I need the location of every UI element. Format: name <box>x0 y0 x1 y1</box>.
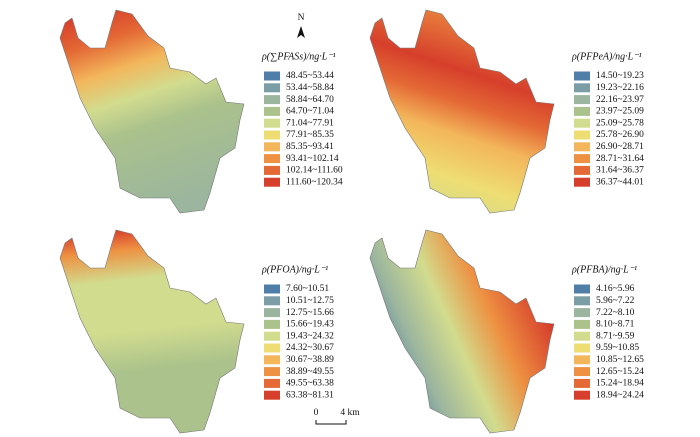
legend-swatch <box>574 390 590 400</box>
legend-label: 111.60~120.34 <box>286 177 343 187</box>
legend-swatch <box>264 106 280 116</box>
legend-swatch <box>264 130 280 140</box>
legend-swatch <box>264 308 280 318</box>
legend-swatch <box>574 308 590 318</box>
legend-label: 7.22~8.10 <box>596 308 635 318</box>
legend-swatch <box>264 177 280 187</box>
legend-label: 30.67~38.89 <box>286 355 334 365</box>
legend-label: 38.89~49.55 <box>286 367 334 377</box>
legend-label: 14.50~19.23 <box>596 71 644 81</box>
legend-label: 10.85~12.65 <box>596 355 644 365</box>
legend-swatch <box>264 118 280 128</box>
scale-end: 4 km <box>340 408 360 418</box>
legend-swatch <box>264 95 280 105</box>
legend-swatch <box>264 142 280 152</box>
legend-label: 26.90~28.71 <box>596 142 644 152</box>
legend-label: 15.66~19.43 <box>286 320 334 330</box>
legend-swatch <box>264 154 280 164</box>
map-panel <box>59 9 245 214</box>
legend-swatch <box>574 142 590 152</box>
legend-label: 25.09~25.78 <box>596 118 644 128</box>
legend-title: ρ(PFOA)/ng·L⁻¹ <box>261 264 328 275</box>
legend-swatch <box>264 355 280 365</box>
legend-label: 58.84~64.70 <box>286 95 334 105</box>
legend-label: 18.94~24.24 <box>596 390 644 400</box>
legend-swatch <box>574 71 590 81</box>
study-area <box>369 9 555 214</box>
legend-label: 5.96~7.22 <box>596 296 635 306</box>
legend-swatch <box>574 95 590 105</box>
legend-title: ρ(PFPeA)/ng·L⁻¹ <box>571 51 641 62</box>
legend-label: 63.38~81.31 <box>286 390 334 400</box>
legend-label: 24.32~30.67 <box>286 343 334 353</box>
legend-swatch <box>264 71 280 81</box>
legend-swatch <box>574 177 590 187</box>
legend-swatch <box>574 284 590 294</box>
legend-label: 8.71~9.59 <box>596 331 635 341</box>
legend-label: 9.59~10.85 <box>596 343 639 353</box>
legend-label: 102.14~111.60 <box>286 166 343 176</box>
map-panel <box>369 9 555 214</box>
legend-label: 77.91~85.35 <box>286 130 334 140</box>
study-area <box>59 229 245 434</box>
legend-title: ρ(PFBA)/ng·L⁻¹ <box>571 264 637 275</box>
legend-swatch <box>574 83 590 93</box>
legend-swatch <box>574 355 590 365</box>
map-panel <box>369 229 555 434</box>
map-panel <box>59 229 245 434</box>
north-arrow: N <box>297 13 305 38</box>
study-area <box>59 9 245 214</box>
scale-start: 0 <box>314 408 319 418</box>
legend-label: 49.55~63.38 <box>286 379 334 389</box>
legend-label: 53.44~58.84 <box>286 83 334 93</box>
legend-label: 64.70~71.04 <box>286 107 334 117</box>
legend-swatch <box>264 319 280 329</box>
study-area <box>369 229 555 434</box>
legend-swatch <box>264 83 280 93</box>
legend-swatch <box>264 296 280 306</box>
legend-swatch <box>264 284 280 294</box>
legend-label: 12.65~15.24 <box>596 367 644 377</box>
legend-label: 19.23~22.16 <box>596 83 644 93</box>
legend-label: 31.64~36.37 <box>596 166 644 176</box>
scale-bar: 0 4 km <box>314 408 360 425</box>
legend-swatch <box>264 343 280 353</box>
legend-swatch <box>264 331 280 341</box>
legend-label: 28.71~31.64 <box>596 154 644 164</box>
legend-swatch <box>574 118 590 128</box>
legend-swatch <box>574 378 590 388</box>
legend-swatch <box>264 390 280 400</box>
legend-swatch <box>574 165 590 175</box>
legend-swatch <box>574 154 590 164</box>
legend-swatch <box>264 165 280 175</box>
legend-label: 7.60~10.51 <box>286 284 329 294</box>
legend-swatch <box>574 106 590 116</box>
legend-label: 12.75~15.66 <box>286 308 334 318</box>
legend-swatch <box>574 319 590 329</box>
legend-label: 36.37~44.01 <box>596 177 644 187</box>
legend-swatch <box>574 343 590 353</box>
legend-swatch <box>574 130 590 140</box>
legend-swatch <box>574 367 590 377</box>
legend-label: 19.43~24.32 <box>286 331 334 341</box>
legend-label: 8.10~8.71 <box>596 320 635 330</box>
legend-label: 93.41~102.14 <box>286 154 339 164</box>
legend-label: 85.35~93.41 <box>286 142 334 152</box>
legend-title: ρ(∑PFASs)/ng·L⁻¹ <box>261 51 336 62</box>
legend-label: 71.04~77.91 <box>286 118 334 128</box>
legend-swatch <box>264 367 280 377</box>
north-label: N <box>298 13 305 23</box>
legend-label: 10.51~12.75 <box>286 296 334 306</box>
legend-label: 48.45~53.44 <box>286 71 334 81</box>
legend-swatch <box>574 296 590 306</box>
legend-label: 25.78~26.90 <box>596 130 644 140</box>
legend-label: 4.16~5.96 <box>596 284 635 294</box>
legend-swatch <box>574 331 590 341</box>
legend-label: 23.97~25.09 <box>596 107 644 117</box>
legend-label: 22.16~23.97 <box>596 95 644 105</box>
legend-label: 15.24~18.94 <box>596 379 644 389</box>
legend-swatch <box>264 378 280 388</box>
